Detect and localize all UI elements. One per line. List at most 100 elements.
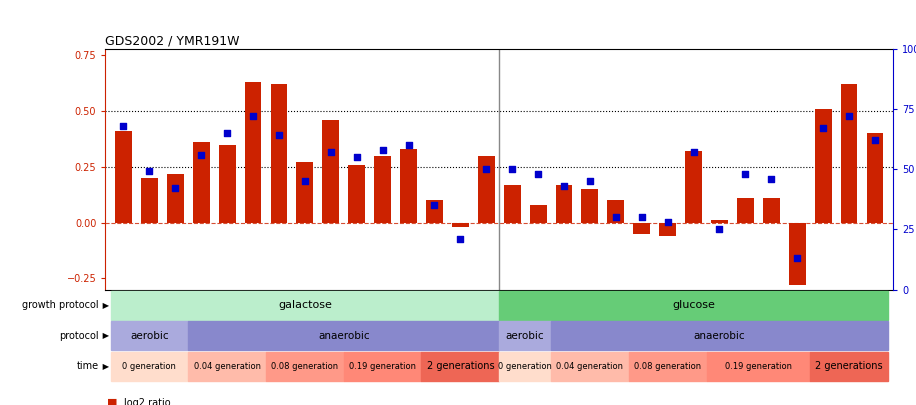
- Bar: [551, 321, 888, 350]
- Point: [530, 171, 545, 177]
- Bar: [111, 352, 189, 381]
- Point: [712, 226, 726, 232]
- Point: [245, 113, 260, 119]
- Point: [686, 149, 701, 156]
- Bar: [867, 133, 883, 223]
- Point: [479, 166, 494, 173]
- Point: [738, 171, 753, 177]
- Bar: [628, 352, 706, 381]
- Bar: [266, 352, 344, 381]
- Bar: [789, 223, 806, 285]
- Bar: [607, 200, 624, 223]
- Bar: [529, 205, 547, 223]
- Bar: [322, 120, 339, 223]
- Text: protocol: protocol: [60, 331, 99, 341]
- Bar: [711, 220, 728, 223]
- Text: anaerobic: anaerobic: [693, 331, 746, 341]
- Text: aerobic: aerobic: [130, 331, 169, 341]
- Point: [220, 130, 234, 136]
- Point: [842, 113, 856, 119]
- Text: time: time: [77, 361, 99, 371]
- Text: ▶: ▶: [100, 301, 109, 310]
- Bar: [189, 321, 499, 350]
- Bar: [499, 321, 551, 350]
- Bar: [192, 142, 210, 223]
- Text: glucose: glucose: [672, 301, 715, 310]
- Point: [816, 125, 831, 131]
- Point: [349, 154, 364, 160]
- Text: anaerobic: anaerobic: [318, 331, 369, 341]
- Point: [116, 122, 131, 129]
- Bar: [111, 291, 499, 320]
- Text: 0.19 generation: 0.19 generation: [349, 362, 416, 371]
- Bar: [582, 189, 598, 223]
- Bar: [814, 109, 832, 223]
- Bar: [452, 223, 469, 227]
- Text: GDS2002 / YMR191W: GDS2002 / YMR191W: [105, 34, 240, 47]
- Bar: [421, 352, 499, 381]
- Text: 0.08 generation: 0.08 generation: [271, 362, 338, 371]
- Bar: [344, 352, 421, 381]
- Bar: [348, 164, 365, 223]
- Text: 0.04 generation: 0.04 generation: [193, 362, 261, 371]
- Point: [142, 168, 157, 175]
- Bar: [737, 198, 754, 223]
- Text: log2 ratio: log2 ratio: [124, 398, 170, 405]
- Text: 2 generations: 2 generations: [427, 361, 494, 371]
- Bar: [245, 82, 261, 223]
- Text: 0 generation: 0 generation: [498, 362, 552, 371]
- Point: [583, 178, 597, 184]
- Point: [790, 255, 804, 262]
- Point: [867, 137, 882, 143]
- Point: [323, 149, 338, 156]
- Text: ■: ■: [107, 398, 117, 405]
- Bar: [400, 149, 417, 223]
- Text: galactose: galactose: [278, 301, 332, 310]
- Text: growth protocol: growth protocol: [22, 301, 99, 310]
- Bar: [189, 352, 266, 381]
- Bar: [660, 223, 676, 236]
- Point: [557, 183, 572, 189]
- Text: aerobic: aerobic: [506, 331, 544, 341]
- Point: [453, 236, 468, 242]
- Point: [764, 175, 779, 182]
- Bar: [499, 291, 888, 320]
- Text: ▶: ▶: [100, 331, 109, 340]
- Text: 0 generation: 0 generation: [123, 362, 176, 371]
- Bar: [763, 198, 780, 223]
- Bar: [478, 156, 495, 223]
- Bar: [297, 162, 313, 223]
- Bar: [841, 84, 857, 223]
- Bar: [270, 84, 288, 223]
- Bar: [551, 352, 628, 381]
- Text: ▶: ▶: [100, 362, 109, 371]
- Point: [608, 214, 623, 221]
- Bar: [111, 321, 189, 350]
- Bar: [504, 185, 520, 223]
- Bar: [219, 145, 235, 223]
- Text: 0.19 generation: 0.19 generation: [725, 362, 791, 371]
- Point: [194, 151, 209, 158]
- Bar: [706, 352, 810, 381]
- Point: [505, 166, 519, 173]
- Text: 0.08 generation: 0.08 generation: [634, 362, 702, 371]
- Bar: [426, 200, 442, 223]
- Point: [401, 142, 416, 148]
- Point: [635, 214, 649, 221]
- Bar: [167, 174, 184, 223]
- Point: [427, 202, 442, 209]
- Text: 2 generations: 2 generations: [815, 361, 883, 371]
- Point: [660, 219, 675, 225]
- Bar: [141, 178, 158, 223]
- Point: [298, 178, 312, 184]
- Point: [376, 147, 390, 153]
- Bar: [375, 156, 391, 223]
- Bar: [685, 151, 702, 223]
- Point: [168, 185, 182, 192]
- Bar: [556, 185, 572, 223]
- Bar: [633, 223, 650, 234]
- Bar: [810, 352, 888, 381]
- Point: [272, 132, 287, 139]
- Text: 0.04 generation: 0.04 generation: [556, 362, 624, 371]
- Bar: [115, 131, 132, 223]
